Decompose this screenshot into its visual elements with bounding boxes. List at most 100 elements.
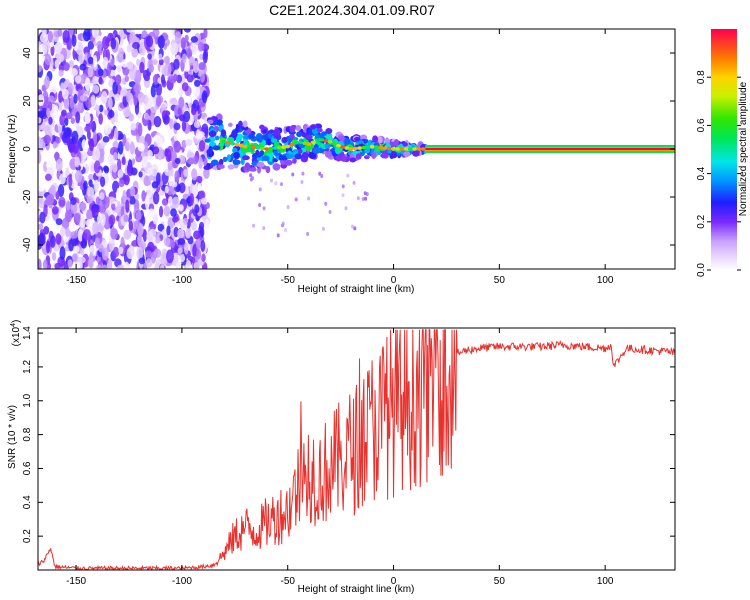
spectrogram-cell bbox=[58, 90, 63, 103]
spectrogram-cell bbox=[79, 215, 86, 228]
spectrogram-cell bbox=[147, 208, 156, 219]
spectrogram-x-ticks: -150 -100 -50 0 50 100 bbox=[66, 29, 614, 286]
spectrogram-peak-cell bbox=[264, 147, 270, 151]
spectrogram-cell bbox=[307, 196, 311, 201]
spectrogram-peak-band-core bbox=[425, 148, 675, 150]
spectrogram-cell bbox=[95, 196, 101, 205]
spectrogram-cell bbox=[38, 258, 42, 269]
spectrogram-cell bbox=[279, 182, 283, 187]
spectrogram-cell bbox=[123, 214, 129, 223]
spectrogram-cell bbox=[39, 32, 48, 44]
spectrogram-cell bbox=[184, 69, 189, 80]
spectrogram-cell bbox=[103, 109, 109, 116]
spectrogram-cell bbox=[249, 167, 257, 172]
spectrogram-cell bbox=[92, 221, 100, 235]
spectrogram-cell bbox=[324, 143, 331, 149]
spectrogram-cell bbox=[121, 156, 126, 166]
spectrogram-cell bbox=[117, 64, 122, 73]
spectrogram-cell bbox=[259, 124, 265, 130]
spectrogram-cell bbox=[137, 122, 143, 137]
spectrogram-cell bbox=[63, 96, 70, 110]
spectrogram-cell bbox=[346, 173, 350, 178]
spectrogram-cell bbox=[137, 92, 146, 103]
spectrogram-cell bbox=[38, 64, 42, 73]
spectrogram-cell bbox=[291, 172, 295, 177]
spectrogram-peak-cell bbox=[259, 146, 265, 151]
spectrogram-cell bbox=[153, 115, 162, 128]
spectrogram-cell bbox=[200, 240, 206, 252]
snr-y-tick-label: 1.4 bbox=[22, 326, 33, 340]
spectrogram-cell bbox=[126, 91, 131, 103]
spectrogram-cell bbox=[169, 29, 174, 37]
spectrogram-cell bbox=[81, 139, 87, 150]
spectrogram-cell bbox=[92, 84, 100, 94]
spectrogram-peak-cell bbox=[319, 138, 325, 142]
spectrogram-peak-cell bbox=[306, 142, 312, 146]
spectrogram-cell bbox=[177, 247, 183, 254]
snr-x-tick-label: -150 bbox=[66, 576, 86, 587]
spectrogram-cell bbox=[124, 109, 131, 116]
snr-plot-area bbox=[38, 328, 675, 570]
spectrogram-cell bbox=[117, 133, 124, 140]
spectrogram-cell bbox=[190, 36, 199, 43]
spectrogram-peak-cell bbox=[395, 147, 401, 151]
spectrogram-cell bbox=[65, 200, 71, 212]
spectrogram-cell bbox=[134, 193, 140, 200]
spectrogram-cell bbox=[59, 246, 66, 261]
spectrogram-peak-cell bbox=[331, 141, 337, 146]
spectrogram-peak-cell bbox=[416, 147, 422, 151]
spectrogram-cell bbox=[128, 113, 134, 122]
spectrogram-cell bbox=[66, 135, 71, 146]
spectrogram-cell bbox=[295, 125, 302, 132]
spectrogram-cell bbox=[248, 133, 255, 140]
spectrogram-cell bbox=[286, 153, 294, 160]
spectrogram-cell bbox=[280, 155, 288, 161]
spectrogram-cell bbox=[174, 31, 182, 45]
colorbar-tick-label: 0.8 bbox=[696, 70, 707, 84]
spectrogram-cell bbox=[198, 190, 206, 200]
spectrogram-cell bbox=[144, 195, 150, 210]
spectrogram-cell bbox=[79, 63, 87, 71]
spectrogram-cell bbox=[183, 168, 188, 178]
spectrogram-cell bbox=[174, 157, 181, 165]
spectrogram-cell bbox=[169, 118, 174, 130]
spectrogram-cell bbox=[206, 149, 211, 155]
spectrogram-cell bbox=[152, 191, 160, 205]
spectrogram-cell bbox=[74, 170, 83, 183]
spectrogram-cell bbox=[118, 179, 125, 188]
spectrogram-cell bbox=[403, 151, 411, 158]
spectrogram-cell bbox=[201, 90, 208, 104]
spectrogram-cell bbox=[68, 173, 73, 188]
spectrogram-cell bbox=[94, 237, 100, 249]
spectrogram-cell bbox=[318, 171, 322, 176]
spectrogram-cell bbox=[108, 109, 115, 119]
spectrogram-x-label: Height of straight line (km) bbox=[298, 284, 415, 295]
spectrogram-cell bbox=[150, 84, 156, 98]
spectrogram-cell bbox=[144, 113, 150, 120]
spectrogram-cell bbox=[316, 127, 323, 133]
spectrogram-cell bbox=[79, 248, 85, 256]
spectrogram-cell bbox=[185, 138, 193, 147]
spectrogram-cell bbox=[88, 173, 94, 181]
spectrogram-cell bbox=[77, 256, 86, 264]
spectrogram-cell bbox=[195, 237, 201, 250]
snr-y-tick-label: 0.4 bbox=[22, 495, 33, 509]
spectrogram-cell bbox=[292, 157, 297, 164]
spectrogram-peak-cell bbox=[314, 138, 320, 143]
spectrogram-x-tick-label: 50 bbox=[494, 275, 506, 286]
spectrogram-cell bbox=[38, 110, 46, 119]
spectrogram-cell bbox=[123, 174, 130, 186]
spectrogram-cell bbox=[402, 142, 408, 147]
spectrogram-cell bbox=[169, 97, 177, 105]
spectrogram-cell bbox=[387, 149, 392, 154]
spectrogram-cell bbox=[296, 131, 303, 138]
spectrogram-cell bbox=[60, 226, 66, 237]
spectrogram-cell bbox=[166, 225, 171, 236]
spectrogram-cell bbox=[341, 193, 345, 198]
spectrogram-cell bbox=[86, 209, 93, 222]
spectrogram-cell bbox=[101, 36, 110, 50]
spectrogram-cell bbox=[112, 152, 118, 161]
spectrogram-cell bbox=[38, 184, 45, 192]
spectrogram-cell bbox=[148, 96, 153, 110]
spectrogram-cell bbox=[156, 172, 161, 186]
